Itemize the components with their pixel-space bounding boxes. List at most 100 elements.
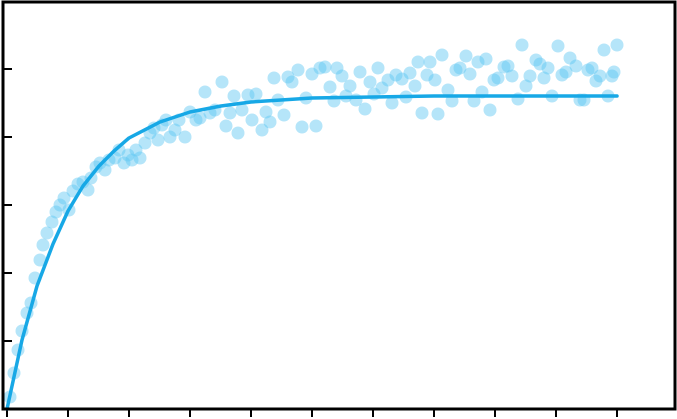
- scatter-point: [330, 61, 344, 75]
- scatter-point: [581, 63, 595, 77]
- scatter-point: [483, 103, 497, 117]
- scatter-point: [291, 63, 305, 77]
- scatter-point: [408, 79, 422, 93]
- scatter-point: [523, 69, 537, 83]
- scatter-point: [551, 39, 565, 53]
- scatter-point: [497, 60, 511, 74]
- scatter-point: [323, 80, 337, 94]
- scatter-point: [138, 136, 152, 150]
- scatter-point: [428, 73, 442, 87]
- scatter-point: [449, 63, 463, 77]
- scatter-point: [189, 113, 203, 127]
- scatter-point: [112, 143, 126, 157]
- scatter-point: [235, 103, 249, 117]
- scatter-point: [98, 163, 112, 177]
- scatter-point: [505, 69, 519, 83]
- scatter-point: [519, 79, 533, 93]
- scatter-point: [459, 49, 473, 63]
- scatter-point: [318, 60, 332, 74]
- scatter-point: [53, 198, 67, 212]
- scatter-point: [479, 52, 493, 66]
- scatter-point: [267, 71, 281, 85]
- scatter-point: [435, 48, 449, 62]
- scatter-point: [385, 96, 399, 110]
- scatter-point: [117, 156, 131, 170]
- scatter-point: [395, 72, 409, 86]
- scatter-point: [281, 70, 295, 84]
- scatter-point: [353, 65, 367, 79]
- scatter-point: [563, 51, 577, 65]
- scatter-point: [529, 53, 543, 67]
- scatter-point: [467, 94, 481, 108]
- scatter-point: [537, 71, 551, 85]
- scatter-point: [40, 226, 54, 240]
- scatter-point: [423, 55, 437, 69]
- scatter-point: [129, 143, 143, 157]
- scatter-point: [231, 126, 245, 140]
- scatter-point: [249, 87, 263, 101]
- scatter-point: [133, 151, 147, 165]
- scatter-point: [371, 61, 385, 75]
- scatter-point: [403, 66, 417, 80]
- scatter-point: [295, 120, 309, 134]
- scatter-point: [36, 238, 50, 252]
- scatter-point: [358, 102, 372, 116]
- scatter-point: [533, 57, 547, 71]
- scatter-point: [223, 106, 237, 120]
- scatter-point: [168, 123, 182, 137]
- fit-line: [5, 94, 619, 411]
- scatter-point: [259, 105, 273, 119]
- scatter-point: [375, 81, 389, 95]
- scatter-point: [415, 106, 429, 120]
- scatter-point: [121, 148, 135, 162]
- scatter-point: [463, 67, 477, 81]
- scatter-point: [313, 61, 327, 75]
- scatter-point: [193, 111, 207, 125]
- scatter-point: [471, 55, 485, 69]
- scatter-point: [81, 183, 95, 197]
- scatter-point: [559, 65, 573, 79]
- scatter-point: [491, 71, 505, 85]
- scatter-point: [589, 74, 603, 88]
- scatter-point: [178, 130, 192, 144]
- scatter-point: [215, 75, 229, 89]
- scatter-point: [585, 61, 599, 75]
- scatter-point: [431, 107, 445, 121]
- scatter-point: [515, 38, 529, 52]
- scatter-point: [45, 215, 59, 229]
- scatter-point: [411, 55, 425, 69]
- scatter-point: [277, 108, 291, 122]
- scatter-point: [381, 73, 395, 87]
- scatter-point: [363, 75, 377, 89]
- scatter-point: [151, 133, 165, 147]
- scatter-point: [255, 123, 269, 137]
- scatter-point: [597, 43, 611, 57]
- scatter-point: [555, 68, 569, 82]
- scatter-point: [487, 73, 501, 87]
- scatter-point: [57, 191, 71, 205]
- scatter-point: [198, 85, 212, 99]
- scatter-point: [335, 69, 349, 83]
- plot-frame: [1, 0, 677, 411]
- scatter-point: [219, 119, 233, 133]
- scatter-point: [76, 175, 90, 189]
- scatter-point: [569, 59, 583, 73]
- scatter-point: [607, 65, 621, 79]
- scatter-point: [541, 61, 555, 75]
- scatter-point: [441, 83, 455, 97]
- scatter-point: [605, 69, 619, 83]
- scatter-point: [263, 115, 277, 129]
- scatter-point: [49, 205, 63, 219]
- scatter-point: [610, 38, 624, 52]
- scatter-point: [163, 130, 177, 144]
- scatter-point: [309, 119, 323, 133]
- scatter-point: [389, 68, 403, 82]
- scatter-point: [285, 75, 299, 89]
- scatter-point: [102, 153, 116, 167]
- scatter-point: [501, 59, 515, 73]
- scatter-point: [33, 253, 47, 267]
- scatter-point: [125, 153, 139, 167]
- scatter-point: [453, 61, 467, 75]
